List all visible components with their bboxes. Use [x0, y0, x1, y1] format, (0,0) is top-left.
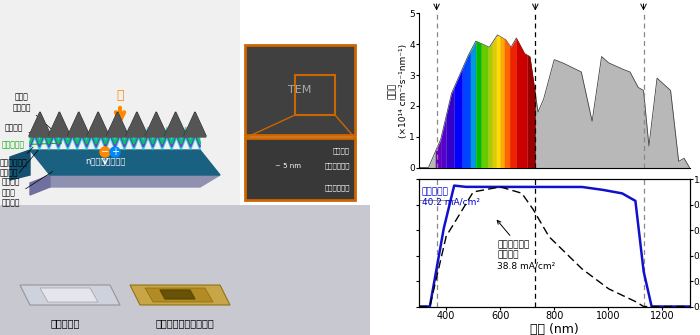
Text: 光: 光 [116, 89, 124, 102]
Bar [295, 75, 335, 115]
Bar [245, 45, 355, 135]
Text: アモルファスシリコン: アモルファスシリコン [155, 318, 214, 328]
Polygon shape [48, 113, 71, 137]
Text: アモルファス
シリコン: アモルファス シリコン [0, 147, 33, 178]
Polygon shape [30, 150, 220, 175]
Text: −: − [101, 147, 109, 157]
Polygon shape [68, 112, 90, 136]
Text: アモルファス
シリコン
38.8 mA/cm²: アモルファス シリコン 38.8 mA/cm² [497, 220, 556, 270]
Text: 透明電極: 透明電極 [5, 124, 52, 139]
Polygon shape [29, 112, 51, 136]
Bar [0, 0, 240, 205]
Polygon shape [184, 113, 206, 137]
Polygon shape [87, 113, 109, 137]
Polygon shape [126, 113, 148, 137]
Text: +: + [111, 147, 119, 157]
Polygon shape [29, 113, 51, 137]
Circle shape [100, 147, 110, 157]
Polygon shape [87, 112, 109, 136]
Polygon shape [146, 113, 167, 137]
Bar [245, 138, 355, 200]
Polygon shape [146, 112, 167, 136]
Text: TEM: TEM [288, 85, 312, 95]
Polygon shape [184, 112, 206, 136]
Polygon shape [30, 132, 200, 147]
Polygon shape [40, 288, 98, 302]
Polygon shape [30, 135, 200, 150]
Polygon shape [106, 112, 129, 136]
Polygon shape [126, 112, 148, 136]
X-axis label: 波長 (nm): 波長 (nm) [530, 324, 579, 335]
Circle shape [110, 147, 120, 157]
Y-axis label: 光子数
(×10¹⁴ cm⁻²s⁻¹nm⁻¹): 光子数 (×10¹⁴ cm⁻²s⁻¹nm⁻¹) [388, 44, 407, 137]
Polygon shape [164, 113, 187, 137]
Polygon shape [48, 112, 71, 136]
Polygon shape [106, 113, 129, 137]
Text: 銀電極
（負極）: 銀電極 （負極） [2, 172, 52, 208]
Text: n型結晶シリコン: n型結晶シリコン [85, 157, 125, 166]
Polygon shape [30, 130, 200, 144]
Polygon shape [130, 285, 230, 305]
Bar [0, 205, 370, 335]
Text: 酸化チタン
40.2 mA/cm²: 酸化チタン 40.2 mA/cm² [421, 187, 480, 207]
Text: 酸化チタン層: 酸化チタン層 [325, 162, 350, 169]
Polygon shape [145, 288, 213, 302]
Text: 銀電極
（正極）: 銀電極 （正極） [13, 92, 58, 135]
Polygon shape [30, 175, 50, 195]
Text: 透明電極: 透明電極 [333, 147, 350, 154]
Text: ~ 5 nm: ~ 5 nm [275, 163, 301, 169]
Text: 酸化チタン: 酸化チタン [50, 318, 80, 328]
Polygon shape [164, 112, 187, 136]
Text: 結晶シリコン: 結晶シリコン [325, 184, 350, 191]
Polygon shape [30, 175, 220, 187]
Polygon shape [160, 290, 195, 299]
Polygon shape [30, 127, 200, 142]
Polygon shape [10, 150, 30, 180]
Polygon shape [68, 113, 90, 137]
Text: 透明電極: 透明電極 [2, 150, 38, 187]
Text: 酸化チタン: 酸化チタン [2, 140, 61, 149]
Polygon shape [20, 285, 120, 305]
